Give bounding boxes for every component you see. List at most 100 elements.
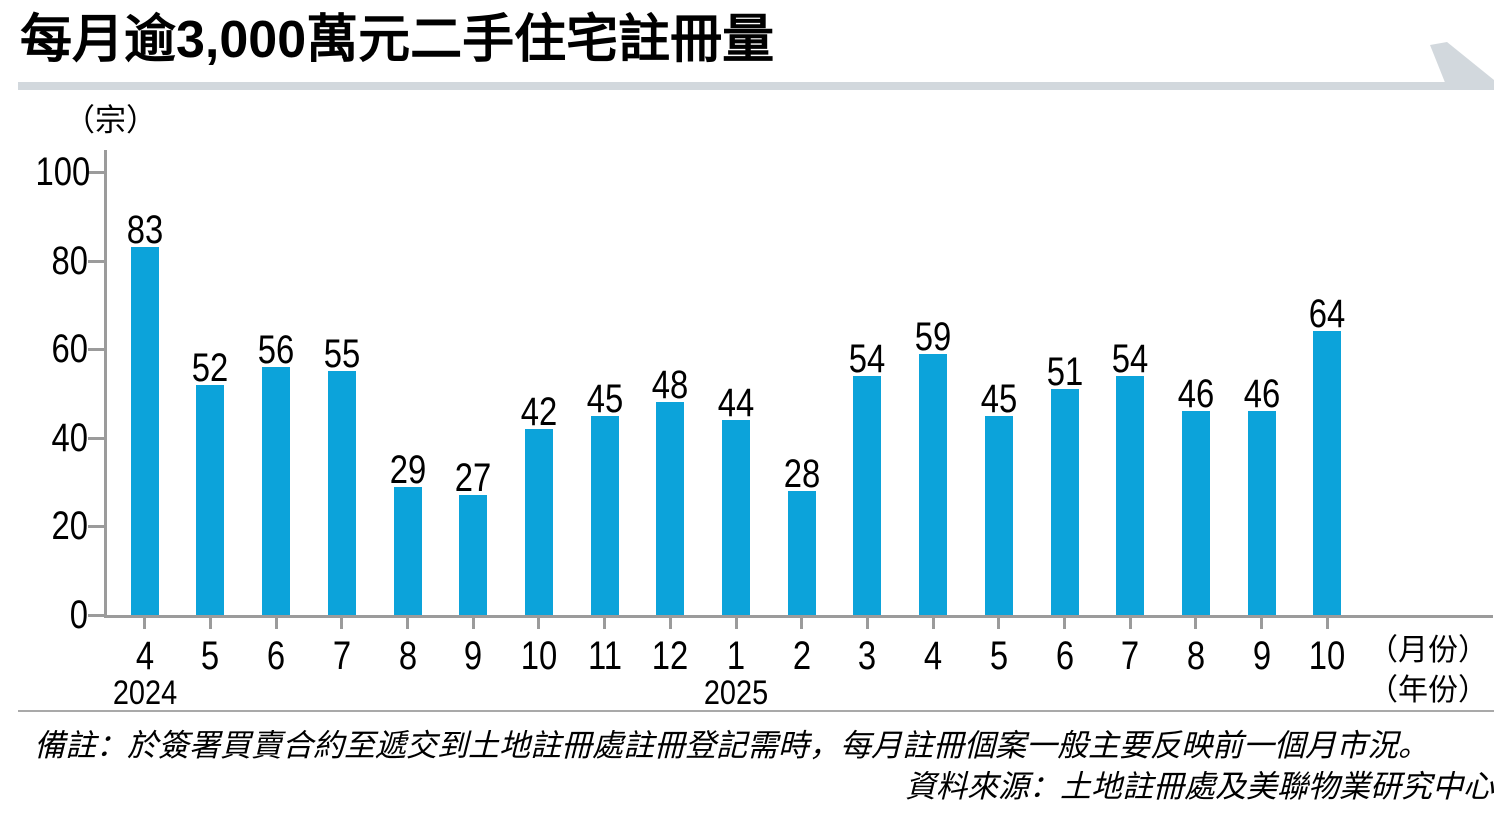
x-axis-tick xyxy=(1260,618,1264,629)
footer-separator-line xyxy=(18,710,1494,712)
bar-value-label: 48 xyxy=(652,363,689,408)
x-axis-line xyxy=(104,615,1493,618)
y-axis-tick-label: 0 xyxy=(69,593,88,637)
footnote-text: 備註：於簽署買賣合約至遞交到土地註冊處註冊登記需時，每月註冊個案一般主要反映前一… xyxy=(34,728,1429,763)
y-axis-tick xyxy=(88,436,104,440)
y-axis-tick-label: 60 xyxy=(51,327,88,372)
x-axis-tick xyxy=(208,618,212,629)
bar-value-label: 42 xyxy=(520,389,558,434)
bar-value-label: 45 xyxy=(586,376,623,421)
bar xyxy=(1247,411,1276,615)
x-axis-month-label: 10 xyxy=(520,634,558,678)
x-axis-month-label: 9 xyxy=(464,634,483,678)
x-axis-tick xyxy=(537,618,541,629)
x-axis-month-label: 4 xyxy=(135,634,154,678)
x-axis-year-label: 2025 xyxy=(703,674,769,712)
bar xyxy=(656,402,685,615)
x-axis-month-label: 2 xyxy=(792,634,811,678)
y-axis-tick-label: 20 xyxy=(51,504,88,549)
x-axis-month-label: 11 xyxy=(587,634,622,678)
x-axis-tick xyxy=(406,618,409,629)
y-axis-tick-label: 40 xyxy=(51,415,88,460)
y-axis-tick xyxy=(88,171,104,174)
bar xyxy=(130,247,159,615)
x-axis-month-label: 7 xyxy=(332,634,351,678)
y-axis-tick xyxy=(88,348,104,352)
y-axis-tick xyxy=(88,614,104,617)
x-axis-month-label: 3 xyxy=(858,634,877,678)
bar-value-label: 27 xyxy=(454,456,492,501)
x-axis-month-label: 1 xyxy=(726,634,746,678)
x-axis-tick xyxy=(1063,618,1066,629)
x-axis-tick xyxy=(865,618,869,629)
bar xyxy=(459,495,488,615)
bar xyxy=(984,415,1013,615)
y-axis-unit-label: （宗） xyxy=(64,103,157,138)
bar xyxy=(787,490,816,615)
x-axis-tick xyxy=(997,618,1001,629)
bar-value-label: 29 xyxy=(389,447,426,492)
bar-value-label: 52 xyxy=(192,345,229,390)
x-axis-month-label: 12 xyxy=(652,634,689,678)
x-axis-month-label: 8 xyxy=(1186,634,1206,678)
bar-value-label: 56 xyxy=(257,327,295,372)
bar xyxy=(1181,411,1210,615)
bar-value-label: 83 xyxy=(126,208,163,253)
bar-value-label: 54 xyxy=(849,336,886,381)
bar xyxy=(919,353,948,615)
title-underline-bar xyxy=(18,82,1448,90)
x-axis-tick xyxy=(274,618,278,629)
x-axis-tick xyxy=(931,618,935,629)
title-accent-graphic xyxy=(18,42,1494,90)
x-axis-month-label: 9 xyxy=(1252,634,1271,678)
x-axis-tick xyxy=(143,618,147,629)
x-axis-tick xyxy=(1194,618,1198,629)
x-axis-month-label: 8 xyxy=(398,634,417,678)
bar-value-label: 28 xyxy=(783,451,820,496)
x-axis-month-label: 10 xyxy=(1309,634,1346,678)
bar-value-label: 46 xyxy=(1177,372,1215,417)
bar-value-label: 44 xyxy=(717,381,755,426)
bar xyxy=(590,415,619,615)
swoosh-decoration-icon xyxy=(1430,42,1494,90)
bar xyxy=(1116,375,1145,615)
y-axis-tick xyxy=(88,259,104,263)
x-axis-tick xyxy=(1128,618,1132,629)
x-axis-month-label: 6 xyxy=(266,634,286,678)
x-axis-tick xyxy=(471,618,475,629)
x-axis-tick xyxy=(603,618,607,629)
bar xyxy=(196,384,225,615)
y-axis-tick xyxy=(88,525,104,529)
x-axis-month-label: 6 xyxy=(1055,634,1074,678)
bar xyxy=(524,428,553,615)
x-axis-month-label: 4 xyxy=(923,634,943,678)
y-axis-tick-label: 100 xyxy=(35,150,91,194)
x-axis-year-suffix-label: （年份） xyxy=(1368,674,1488,707)
x-axis-tick xyxy=(734,618,738,629)
y-axis-tick-label: 80 xyxy=(51,238,88,283)
bar-value-label: 55 xyxy=(323,332,361,377)
source-text: 資料來源：土地註冊處及美聯物業研究中心 xyxy=(905,769,1494,804)
bar xyxy=(1313,331,1342,615)
x-axis-tick xyxy=(340,618,344,629)
x-axis-tick xyxy=(800,618,804,629)
bar xyxy=(853,375,882,615)
bar xyxy=(722,420,750,615)
x-axis-month-label: 5 xyxy=(989,634,1008,678)
x-axis-month-suffix-label: （月份） xyxy=(1368,634,1488,667)
bar xyxy=(262,366,291,615)
bar-value-label: 45 xyxy=(980,376,1018,421)
bar-value-label: 59 xyxy=(914,314,952,359)
x-axis-tick xyxy=(668,618,672,629)
bar xyxy=(1050,389,1079,615)
x-axis-tick xyxy=(1325,618,1329,629)
bar-value-label: 51 xyxy=(1046,350,1083,395)
bar-value-label: 64 xyxy=(1309,292,1346,337)
y-axis-line xyxy=(104,150,107,618)
x-axis-month-label: 5 xyxy=(201,634,220,678)
chart-title: 每月逾3,000萬元二手住宅註冊量 xyxy=(20,11,775,69)
bar-value-label: 46 xyxy=(1243,372,1280,417)
bar xyxy=(393,486,422,615)
x-axis-year-label: 2024 xyxy=(112,674,177,712)
